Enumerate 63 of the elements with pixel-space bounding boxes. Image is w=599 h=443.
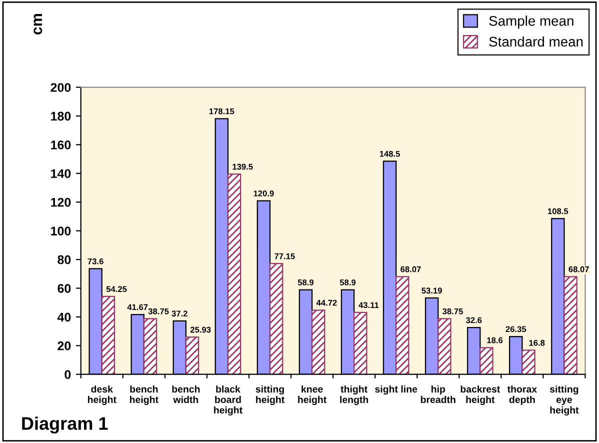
y-axis-title: cm <box>34 14 42 35</box>
bar <box>564 276 578 374</box>
x-tick-label: sight line <box>375 385 418 395</box>
data-label: 120.9 <box>254 190 274 196</box>
data-label: 148.5 <box>380 150 400 157</box>
data-label: 139.5 <box>232 164 253 170</box>
bar <box>185 336 200 374</box>
x-tick-label: sitting eye height <box>550 385 579 416</box>
bar <box>143 318 158 374</box>
data-label: 68.07 <box>568 266 589 272</box>
data-label: 44.72 <box>316 300 337 306</box>
y-tick-label: 180 <box>51 112 71 121</box>
y-tick-label: 140 <box>51 169 71 178</box>
data-label: 108.5 <box>548 208 568 214</box>
data-label: 32.6 <box>466 317 482 324</box>
data-label: 25.93 <box>190 326 211 333</box>
legend-label: Standard mean <box>489 36 583 47</box>
bar <box>227 174 242 374</box>
data-label: 37.2 <box>172 310 188 317</box>
bar <box>522 350 536 374</box>
data-label: 38.75 <box>148 308 169 314</box>
data-label: 26.35 <box>506 326 526 332</box>
data-label: 18.6 <box>487 337 503 344</box>
x-tick-label: black board height <box>214 385 242 416</box>
data-label: 58.9 <box>298 279 314 286</box>
bar <box>269 263 284 374</box>
data-label: 54.25 <box>106 286 127 292</box>
y-tick-label: 160 <box>51 140 71 150</box>
x-tick-label: bench width <box>172 385 200 404</box>
x-tick-label: hip breadth <box>420 385 456 404</box>
x-tick-label: thight length <box>340 385 368 406</box>
bar <box>354 312 368 374</box>
data-label: 73.6 <box>88 258 104 264</box>
data-label: 68.07 <box>400 266 421 272</box>
bar <box>311 310 326 374</box>
y-tick-label: 0 <box>64 370 71 379</box>
data-label: 43.11 <box>358 302 379 308</box>
bar <box>438 318 452 374</box>
y-tick-label: 20 <box>58 341 71 350</box>
y-tick-label: 40 <box>57 312 71 322</box>
x-tick-label: desk height <box>88 385 116 406</box>
x-tick-label: bench height <box>130 385 158 406</box>
x-tick-label: thorax depth <box>507 385 537 405</box>
x-tick-label: sitting height <box>256 385 284 406</box>
legend-label: Sample mean <box>489 16 574 29</box>
data-label: 38.75 <box>442 308 463 314</box>
bar <box>480 347 494 374</box>
data-label: 178.15 <box>209 108 234 114</box>
y-tick-label: 60 <box>58 284 71 293</box>
y-tick-label: 100 <box>51 226 71 236</box>
x-tick-label: backrest height <box>460 385 500 406</box>
data-label: 77.15 <box>274 253 295 260</box>
y-tick-label: 200 <box>50 83 71 92</box>
data-label: 58.9 <box>340 279 356 286</box>
data-label: 41.67 <box>127 304 148 310</box>
x-tick-label: knee height <box>298 385 326 406</box>
y-tick-label: 120 <box>51 198 71 207</box>
data-label: 53.19 <box>422 288 442 294</box>
text: Diagram 1 <box>22 416 108 434</box>
bar <box>396 276 410 374</box>
data-label: 16.8 <box>529 340 545 346</box>
y-tick-label: 80 <box>58 255 71 264</box>
bar <box>101 296 116 374</box>
